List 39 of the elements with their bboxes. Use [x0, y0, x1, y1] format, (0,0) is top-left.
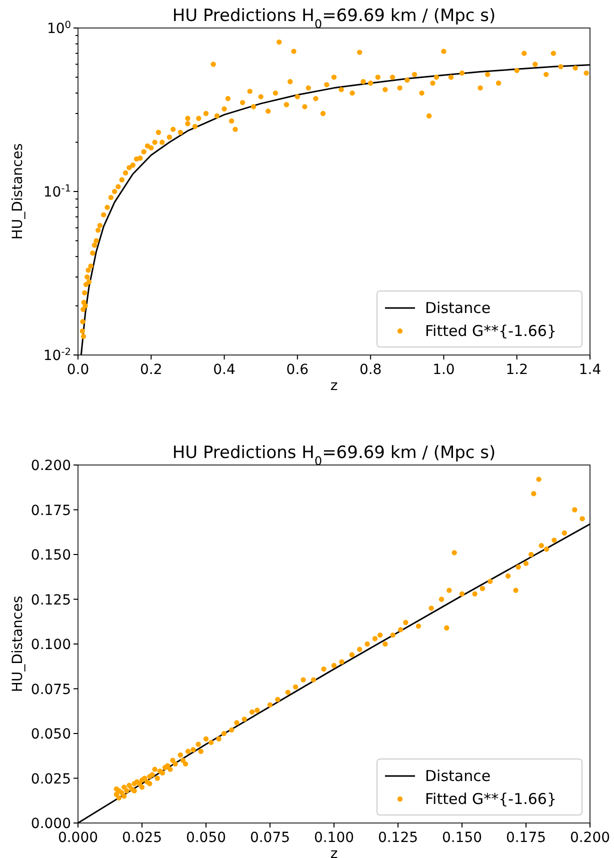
x-tick-label: 0.8 — [359, 362, 382, 378]
x-tick-label: 1.4 — [578, 362, 602, 378]
y-tick-label: 0.025 — [30, 771, 71, 788]
x-tick-label: 0.100 — [314, 830, 354, 846]
x-tick-label: 0.6 — [286, 362, 309, 378]
x-axis-title: z — [330, 378, 338, 394]
x-tick-label: 1.2 — [506, 362, 528, 378]
y-tick-label: 10$^{-1}$ — [43, 183, 71, 200]
chart-title: HU Predictions H$_{0}$=69.69 km / (Mpc s) — [172, 6, 496, 31]
y-tick-label: 0.175 — [30, 502, 71, 519]
legend-label: Distance — [425, 299, 491, 317]
y-tick-label: 10$^{0}$ — [46, 20, 71, 37]
x-tick-label: 0.2 — [140, 362, 162, 378]
y-tick-label: 0.100 — [30, 637, 71, 653]
legend-label: Fitted G**{-1.66} — [425, 322, 557, 340]
y-tick-label: 0.050 — [30, 726, 71, 742]
legend-label: Fitted G**{-1.66} — [425, 790, 557, 808]
chart-title: HU Predictions H$_{0}$=69.69 km / (Mpc s) — [172, 443, 496, 468]
legend-label: Distance — [425, 767, 491, 785]
y-axis-title: HU_Distances — [10, 596, 26, 692]
y-tick-label: 0.150 — [30, 548, 71, 564]
y-tick-label: 0.000 — [30, 816, 71, 832]
x-tick-label: 1.0 — [432, 362, 455, 378]
x-tick-label: 0.175 — [506, 830, 546, 846]
x-tick-label: 0.125 — [378, 830, 418, 846]
y-tick-label: 10$^{-2}$ — [43, 346, 71, 364]
x-tick-label: 0.075 — [250, 830, 290, 846]
y-tick-label: 0.125 — [30, 592, 71, 608]
x-tick-label: 0.4 — [213, 362, 236, 378]
x-tick-label: 0.025 — [122, 830, 162, 846]
y-tick-label: 0.075 — [30, 682, 71, 698]
y-axis-title: HU_Distances — [10, 143, 26, 240]
x-axis-title: z — [330, 846, 338, 858]
x-tick-label: 0.050 — [186, 830, 226, 846]
x-tick-label: 0.000 — [58, 830, 98, 846]
x-tick-label: 0.0 — [66, 362, 90, 378]
y-tick-label: 0.200 — [30, 458, 71, 474]
x-tick-label: 0.150 — [442, 830, 482, 846]
x-tick-label: 0.200 — [570, 830, 610, 846]
